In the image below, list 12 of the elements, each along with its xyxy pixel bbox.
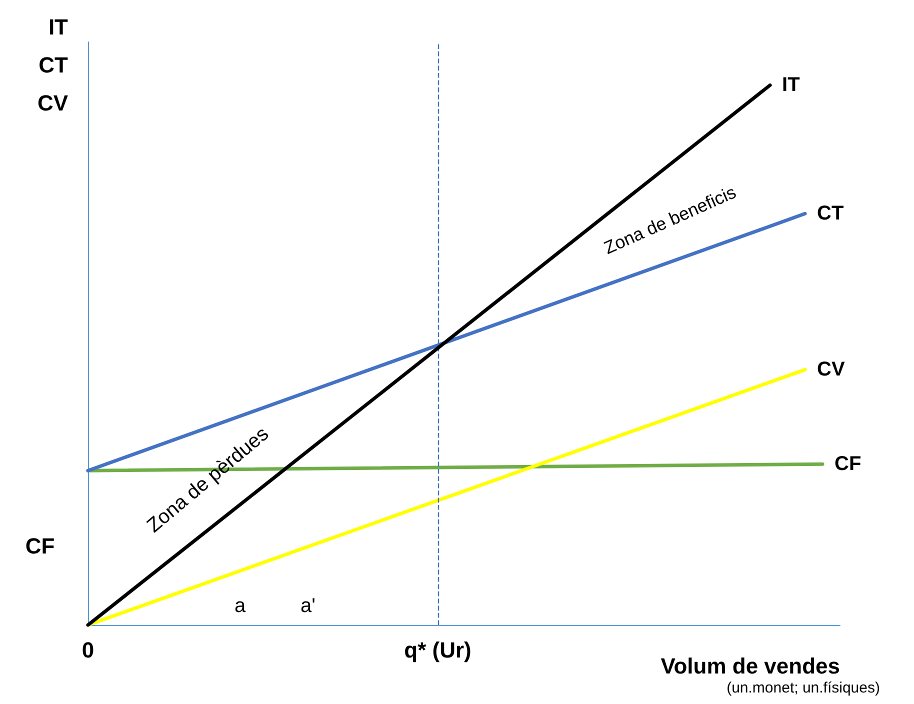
series-label: CF: [834, 453, 862, 476]
annotation: a: [234, 595, 246, 617]
series-label: CT: [817, 202, 844, 225]
text: CF: [25, 534, 55, 558]
x-axis-title: Volum de vendes: [660, 654, 840, 678]
text: (un.monet; un.físiques): [726, 680, 880, 696]
series-label: IT: [782, 74, 800, 96]
series-label: CV: [817, 358, 846, 381]
y-axis-title: IT CT CV: [37, 14, 69, 116]
x-tick-label: q* (Ur): [404, 638, 472, 662]
annotation: a': [300, 595, 316, 617]
x-tick-label: 0: [82, 638, 94, 662]
